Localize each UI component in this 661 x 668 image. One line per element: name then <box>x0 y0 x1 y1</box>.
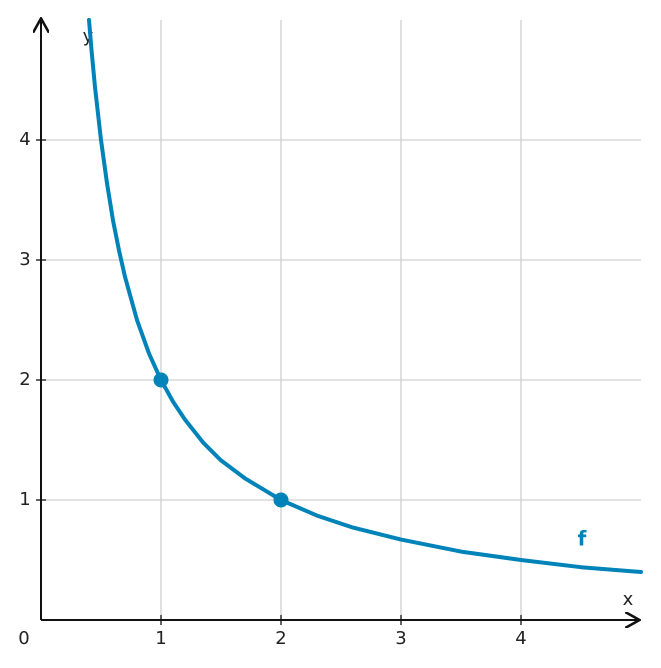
curve <box>87 18 643 574</box>
plot: f <box>87 18 643 574</box>
legend-label: f <box>578 527 587 551</box>
y-tick-label: 3 <box>19 249 30 270</box>
y-axis-label: y <box>83 26 94 47</box>
axes: 1 2 3 4 1 2 3 4 0 x y <box>18 20 638 649</box>
point <box>273 492 289 508</box>
x-tick-label: 4 <box>515 628 526 649</box>
point <box>153 372 169 388</box>
origin-label: 0 <box>18 628 29 649</box>
x-axis-label: x <box>623 589 634 610</box>
grid <box>41 20 641 620</box>
y-tick-label: 2 <box>19 369 30 390</box>
x-tick-label: 3 <box>395 628 406 649</box>
y-tick-label: 1 <box>19 489 30 510</box>
x-tick-label: 2 <box>275 628 286 649</box>
x-tick-label: 1 <box>155 628 166 649</box>
y-tick-label: 4 <box>19 129 30 150</box>
